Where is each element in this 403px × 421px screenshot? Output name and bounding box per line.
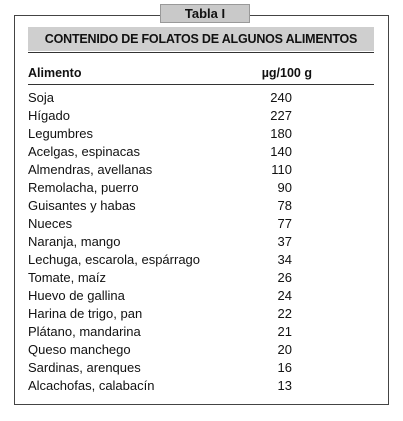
table-row: Plátano, mandarina 21 [28,323,374,341]
food-name: Naranja, mango [28,234,121,249]
folate-value: 77 [277,216,292,231]
table-header: Alimento µg/100 g [28,63,374,83]
folate-value: 37 [277,234,292,249]
food-name: Harina de trigo, pan [28,306,143,321]
table-row: Harina de trigo, pan 22 [28,305,374,323]
food-name: Soja [28,90,55,105]
food-name: Almendras, avellanas [28,162,153,177]
folate-value: 227 [270,108,292,123]
table-row: Guisantes y habas 78 [28,197,374,215]
table-row: Queso manchego 20 [28,341,374,359]
food-name: Tomate, maíz [28,270,107,285]
folate-value: 24 [277,288,292,303]
column-header-food: Alimento [28,66,82,80]
header-rule [28,84,374,85]
folate-value: 26 [277,270,292,285]
folate-value: 110 [271,162,292,177]
folate-value: 78 [277,198,292,213]
table-row: Alcachofas, calabacín 13 [28,377,374,395]
table-row: Soja 240 [28,89,374,107]
folate-value: 21 [277,324,292,339]
folate-value: 13 [277,378,292,393]
table-row: Remolacha, puerro 90 [28,179,374,197]
food-name: Huevo de gallina [28,288,125,303]
folate-value: 240 [270,90,292,105]
folate-value: 22 [277,306,292,321]
table-row: Hígado 227 [28,107,374,125]
folate-value: 180 [270,126,292,141]
table-row: Acelgas, espinacas 140 [28,143,374,161]
table-caption: CONTENIDO DE FOLATOS DE ALGUNOS ALIMENTO… [28,27,374,51]
folate-value: 140 [270,144,292,159]
table-row: Huevo de gallina 24 [28,287,374,305]
folate-value: 16 [277,360,292,375]
column-header-folate: µg/100 g [261,66,312,80]
food-name: Lechuga, escarola, espárrago [28,252,201,267]
table-row: Nueces 77 [28,215,374,233]
food-name: Remolacha, puerro [28,180,139,195]
table-frame [14,15,389,405]
food-name: Queso manchego [28,342,131,357]
food-name: Plátano, mandarina [28,324,141,339]
table-tab-label: Tabla I [160,4,250,23]
caption-rule [28,52,374,53]
table-row: Lechuga, escarola, espárrago 34 [28,251,374,269]
food-name: Guisantes y habas [28,198,136,213]
folate-value: 34 [277,252,292,267]
food-name: Nueces [28,216,73,231]
food-name: Legumbres [28,126,94,141]
table-row: Almendras, avellanas 110 [28,161,374,179]
food-name: Sardinas, arenques [28,360,141,375]
table-row: Naranja, mango 37 [28,233,374,251]
table-body: Soja 240 Hígado 227 Legumbres 180 Acelgas, esp… [28,89,374,395]
food-name: Acelgas, espinacas [28,144,141,159]
folate-value: 20 [277,342,292,357]
table-row: Legumbres 180 [28,125,374,143]
table-row: Sardinas, arenques 16 [28,359,374,377]
food-name: Alcachofas, calabacín [28,378,155,393]
folate-value: 90 [277,180,292,195]
table-row: Tomate, maíz 26 [28,269,374,287]
food-name: Hígado [28,108,70,123]
